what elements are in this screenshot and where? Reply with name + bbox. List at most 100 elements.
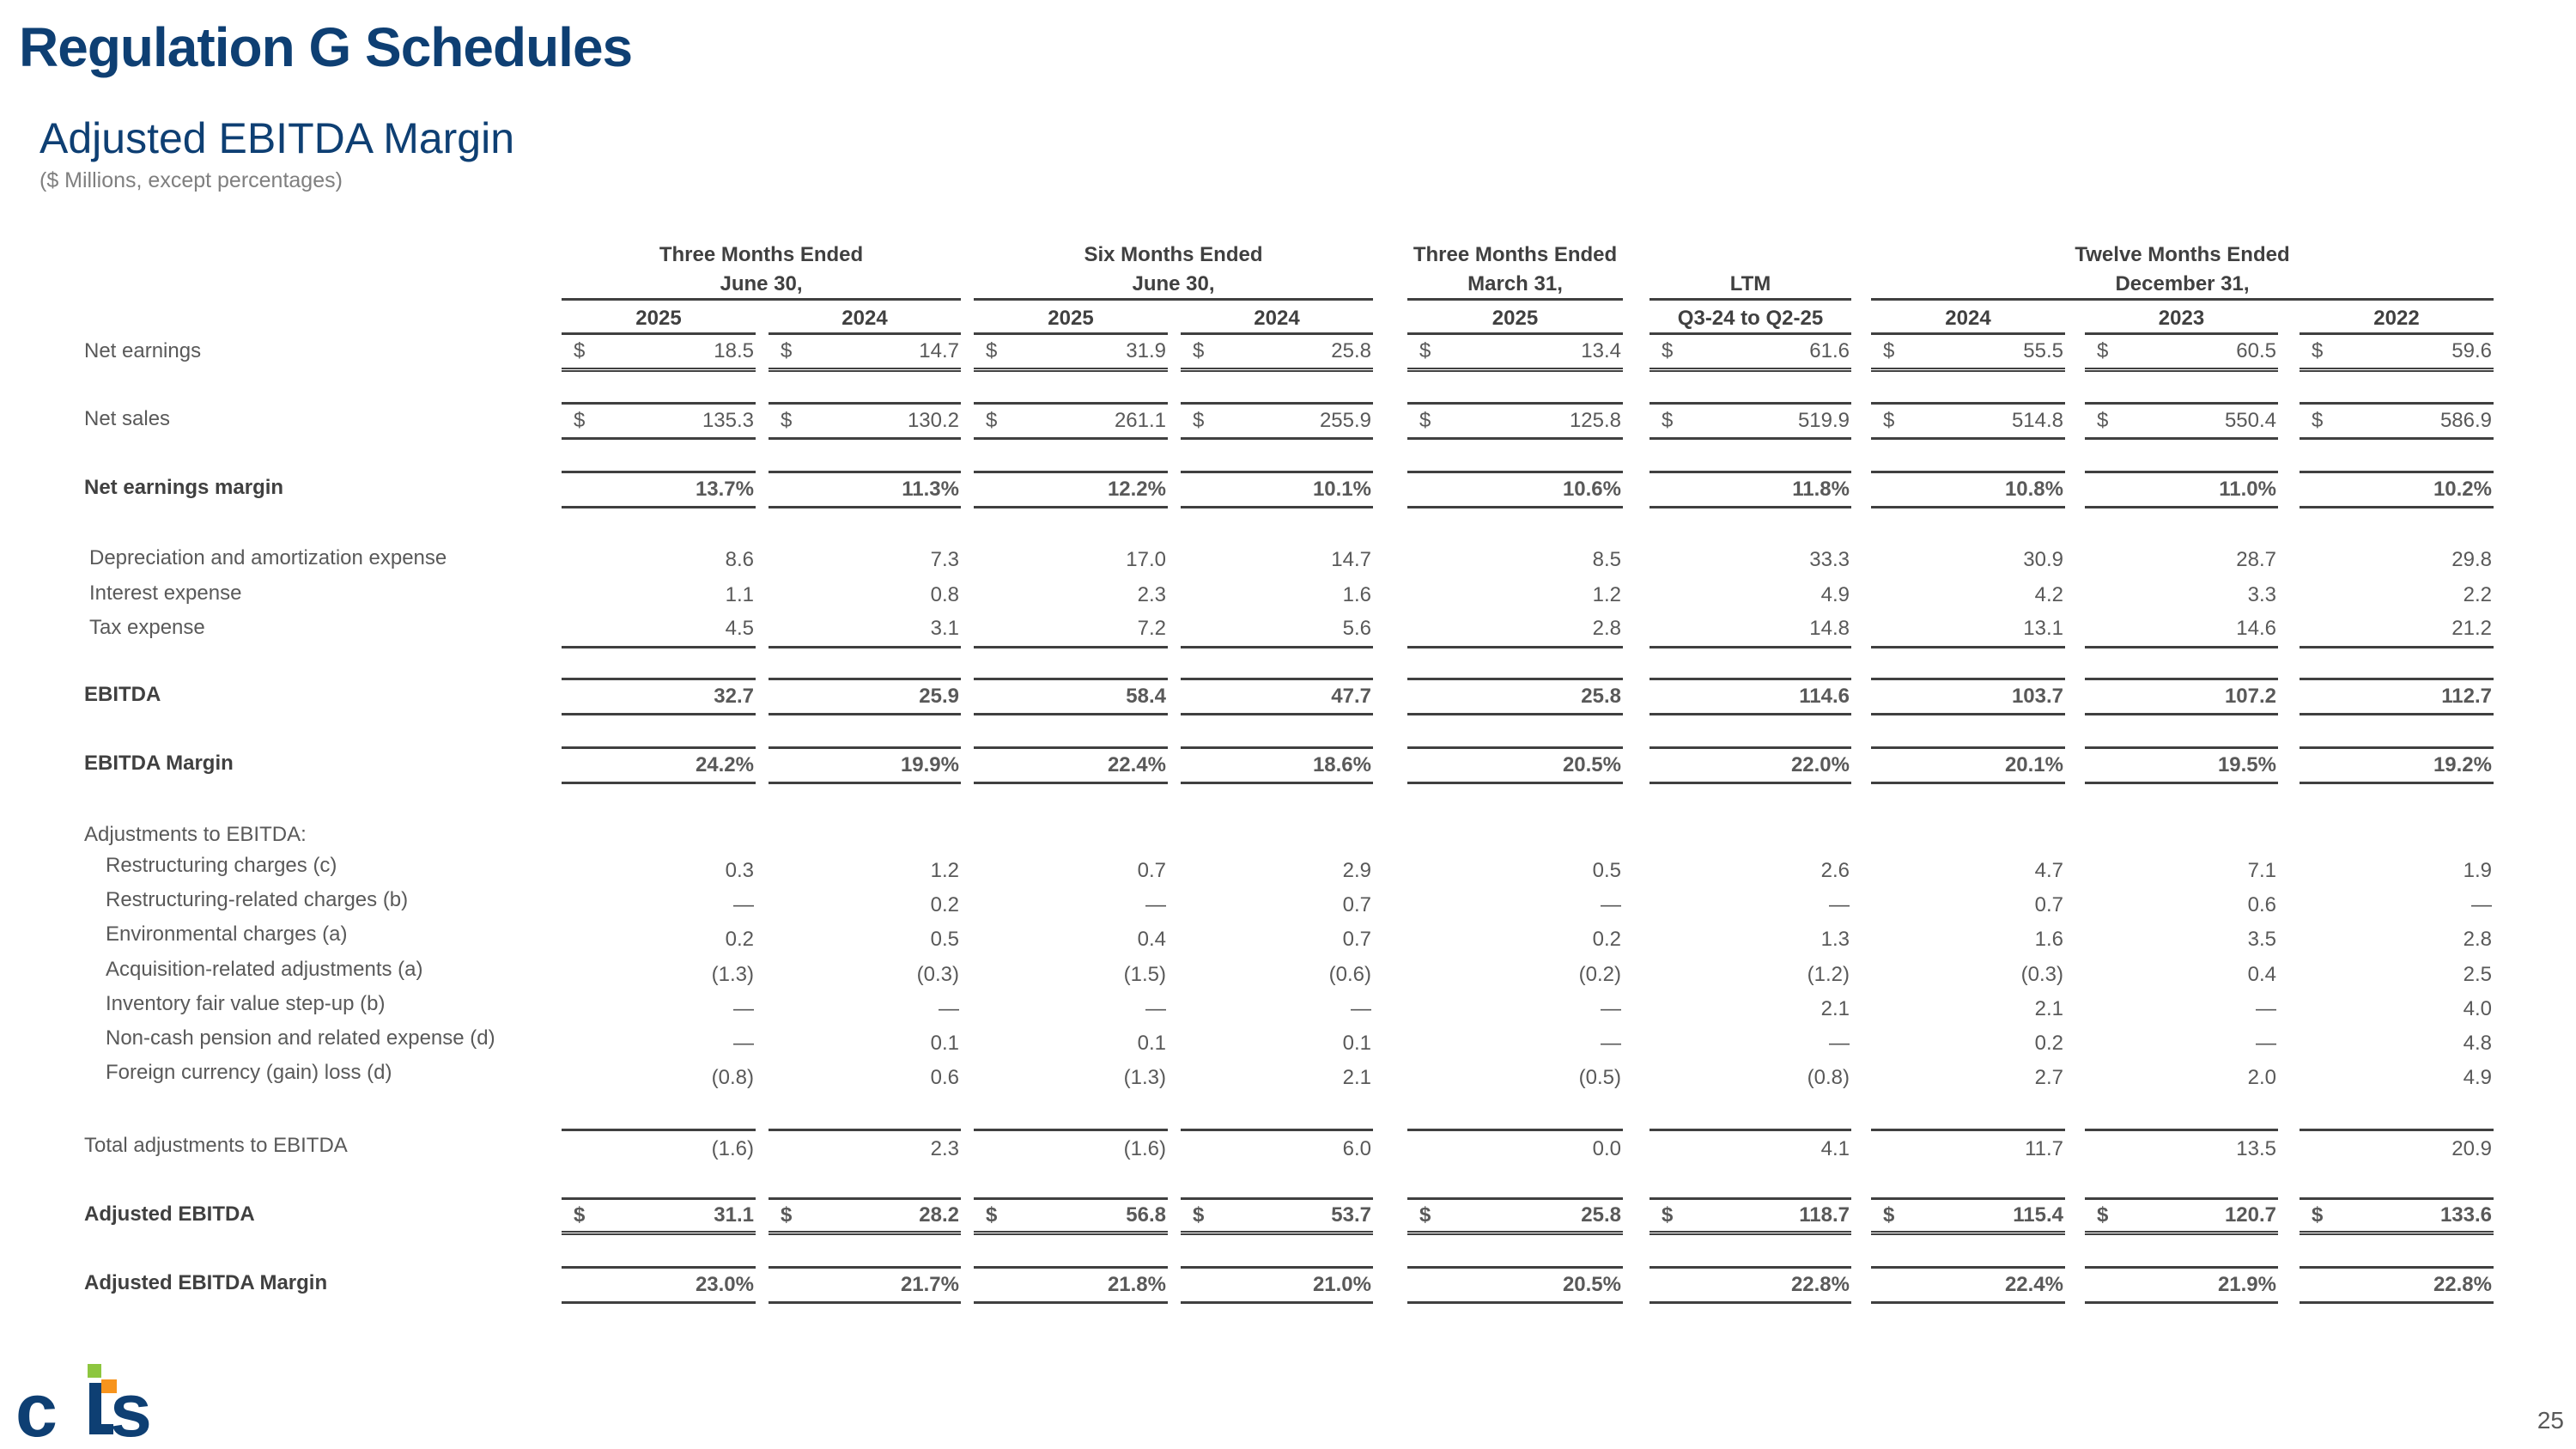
cell-value: 22.8%: [2433, 1273, 2492, 1296]
table-cell: —: [2300, 886, 2494, 924]
table-cell: 10.1%: [1181, 471, 1373, 508]
cell-value: 0.6: [930, 1066, 959, 1089]
column-header: 2025: [1048, 307, 1094, 330]
table-cell: 25.8: [1407, 678, 1623, 715]
table-cell: 21.2: [2300, 611, 2494, 648]
table-cell: 23.0%: [562, 1266, 756, 1304]
cell-value: 4.9: [2463, 1066, 2492, 1089]
table-cell: —: [1407, 886, 1623, 924]
currency-symbol: $: [1419, 338, 1431, 362]
cell-value: 5.6: [1342, 616, 1371, 640]
cell-value: 4.8: [2463, 1032, 2492, 1055]
cell-value: (1.5): [1123, 963, 1166, 986]
cell-value: 0.1: [1342, 1032, 1371, 1055]
cell-value: 18.6%: [1312, 753, 1371, 776]
table-cell: 11.0%: [2085, 471, 2278, 508]
cell-value: 0.7: [1137, 859, 1166, 882]
table-cell: $31.1: [562, 1197, 756, 1235]
cell-value: 28.2: [919, 1203, 959, 1227]
cell-value: 31.1: [714, 1203, 754, 1227]
row-label: Total adjustments to EBITDA: [84, 1134, 348, 1157]
table-cell: 2.1: [1649, 990, 1851, 1028]
table-cell: 2.3: [974, 576, 1168, 614]
table-cell: 14.8: [1649, 611, 1851, 648]
cell-value: 59.6: [2451, 338, 2492, 362]
table-cell: 1.3: [1649, 921, 1851, 959]
table-cell: 2.0: [2085, 1059, 2278, 1097]
table-cell: (1.2): [1649, 956, 1851, 994]
cell-value: —: [2471, 893, 2492, 916]
table-cell: 10.6%: [1407, 471, 1623, 508]
table-cell: 0.8: [769, 576, 961, 614]
table-cell: 107.2: [2085, 678, 2278, 715]
currency-symbol: $: [1193, 1203, 1205, 1227]
table-cell: $31.9: [974, 334, 1168, 372]
table-cell: $60.5: [2085, 334, 2278, 372]
table-cell: $135.3: [562, 402, 756, 440]
cell-value: 0.2: [1592, 928, 1621, 951]
currency-symbol: $: [574, 1203, 586, 1227]
table-cell: 0.7: [1871, 886, 2065, 924]
table-cell: 4.8: [2300, 1025, 2494, 1062]
cell-value: 0.7: [1342, 893, 1371, 916]
cell-value: 133.6: [2439, 1203, 2492, 1227]
column-header: 2024: [1254, 307, 1300, 330]
table-cell: $261.1: [974, 402, 1168, 440]
table-cell: 4.9: [2300, 1059, 2494, 1097]
row-label: EBITDA: [84, 683, 161, 706]
table-cell: 14.7: [1181, 541, 1373, 579]
table-cell: 32.7: [562, 678, 756, 715]
column-group-underline: [1871, 298, 2494, 301]
column-header-underline: [2085, 332, 2278, 335]
column-header-underline: [1649, 332, 1851, 335]
cell-value: 0.2: [930, 893, 959, 916]
table-cell: (0.5): [1407, 1059, 1623, 1097]
table-cell: 8.5: [1407, 541, 1623, 579]
table-cell: $255.9: [1181, 402, 1373, 440]
table-cell: 20.9: [2300, 1129, 2494, 1166]
section-title: Adjusted EBITDA Margin: [39, 114, 515, 162]
cell-value: 0.4: [2247, 963, 2276, 986]
cell-value: 4.7: [2034, 859, 2063, 882]
table-cell: 2.1: [1871, 990, 2065, 1028]
cell-value: 17.0: [1126, 548, 1166, 571]
cell-value: 6.0: [1342, 1136, 1371, 1160]
table-cell: —: [2085, 990, 2278, 1028]
cell-value: 2.9: [1342, 859, 1371, 882]
table-cell: 4.0: [2300, 990, 2494, 1028]
table-cell: 20.5%: [1407, 746, 1623, 784]
table-cell: 1.2: [1407, 576, 1623, 614]
row-label: Adjusted EBITDA: [84, 1202, 255, 1226]
cell-value: 2.1: [2034, 997, 2063, 1020]
table-cell: $28.2: [769, 1197, 961, 1235]
cell-value: 0.5: [930, 928, 959, 951]
table-cell: 3.1: [769, 611, 961, 648]
currency-symbol: $: [781, 338, 793, 362]
table-cell: $25.8: [1407, 1197, 1623, 1235]
currency-symbol: $: [1883, 1203, 1895, 1227]
cell-value: 21.8%: [1107, 1273, 1166, 1296]
cell-value: (0.6): [1328, 963, 1371, 986]
cell-value: 4.9: [1820, 583, 1850, 606]
cell-value: 19.9%: [900, 753, 959, 776]
cell-value: 3.3: [2247, 583, 2276, 606]
table-cell: $25.8: [1181, 334, 1373, 372]
svg-text:c: c: [15, 1367, 56, 1443]
cell-value: (1.6): [711, 1136, 754, 1160]
table-cell: (1.5): [974, 956, 1168, 994]
table-cell: 0.1: [1181, 1025, 1373, 1062]
table-cell: $55.5: [1871, 334, 2065, 372]
table-cell: 19.9%: [769, 746, 961, 784]
cell-value: —: [1601, 997, 1621, 1020]
table-cell: —: [562, 886, 756, 924]
table-cell: (0.2): [1407, 956, 1623, 994]
currency-symbol: $: [1193, 338, 1205, 362]
table-cell: 1.6: [1871, 921, 2065, 959]
table-cell: 22.0%: [1649, 746, 1851, 784]
cell-value: 23.0%: [695, 1273, 754, 1296]
cell-value: (1.3): [711, 963, 754, 986]
cell-value: 0.1: [1137, 1032, 1166, 1055]
column-header-underline: [974, 332, 1168, 335]
cell-value: 7.3: [930, 548, 959, 571]
table-cell: 18.6%: [1181, 746, 1373, 784]
